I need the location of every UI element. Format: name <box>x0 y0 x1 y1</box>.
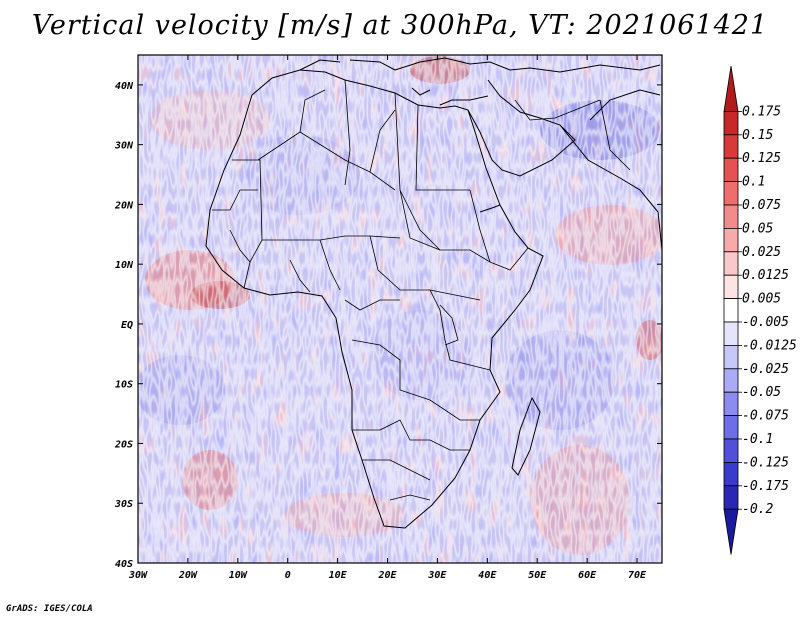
lon-tick-label: 70E <box>628 570 647 581</box>
colorbar-segment <box>723 134 739 159</box>
lon-tick-label: 50E <box>528 570 547 581</box>
colorbar-segment <box>723 438 739 463</box>
colorbar-label: -0.125 <box>742 455 789 470</box>
map-title: Vertical velocity [m/s] at 300hPa, VT: 2… <box>31 10 769 41</box>
lon-tick-group: 30W 20W 10W 0 10E 20E 30E 40E 50E 60E 70E <box>128 55 647 581</box>
colorbar-label: -0.025 <box>742 362 789 377</box>
lon-tick-label: 20E <box>377 570 397 581</box>
colorbar-segment <box>723 368 739 393</box>
colorbar-label: -0.0125 <box>742 338 797 353</box>
lat-tick-group: 40N 30N 20N 10N EQ 10S 20S 30S 40S <box>114 81 662 570</box>
lon-tick-label: 30W <box>128 570 148 581</box>
map-frame <box>137 54 663 564</box>
lon-tick-label: 10W <box>229 570 248 581</box>
colorbar-segment <box>723 157 739 182</box>
lat-tick-label: 10N <box>115 260 134 271</box>
colorbar-label: -0.175 <box>742 479 789 494</box>
colorbar-label: -0.1 <box>742 432 773 447</box>
colorbar-segment <box>723 181 739 206</box>
velocity-field <box>138 55 662 563</box>
colorbar-label: -0.005 <box>742 315 789 330</box>
lat-tick-label: 30N <box>114 141 134 152</box>
lat-tick-label: EQ <box>121 320 133 331</box>
country-borders <box>212 79 631 501</box>
colorbar-segment <box>723 344 739 370</box>
lon-tick-label: 0 <box>285 570 291 581</box>
colorbar-segment <box>723 298 739 323</box>
colorbar-label: 0.05 <box>742 221 773 236</box>
colorbar-segment <box>723 111 739 136</box>
colorbar-segment <box>723 461 739 487</box>
colorbar-segment <box>723 321 739 346</box>
colorbar-label: -0.075 <box>742 409 789 424</box>
colorbar-segment <box>723 391 739 417</box>
lat-tick-label: 20N <box>114 200 134 211</box>
colorbar-label: -0.2 <box>742 502 773 517</box>
colorbar-segment <box>723 65 739 112</box>
colorbar-label: 0.025 <box>742 245 781 260</box>
lat-tick-label: 30S <box>114 499 133 510</box>
colorbar-segment <box>723 251 739 276</box>
colorbar-segment <box>723 485 739 510</box>
colorbar-label: 0.1 <box>742 175 765 190</box>
colorbar-segment <box>723 508 739 555</box>
colorbar-label: 0.175 <box>742 104 781 119</box>
colorbar-label: 0.0125 <box>742 268 789 283</box>
lon-tick-label: 10E <box>329 570 348 581</box>
colorbar-label: 0.075 <box>742 198 781 213</box>
colorbar-segment <box>723 227 739 253</box>
lon-tick-label: 20W <box>178 570 198 581</box>
lat-tick-label: 40S <box>115 559 133 570</box>
colorbar-label: 0.125 <box>742 151 781 166</box>
lon-tick-label: 40E <box>478 570 497 581</box>
lat-tick-label: 20S <box>114 439 133 450</box>
colorbar: 0.175 0.15 0.125 0.1 0.075 0.05 0.025 0.0125 0.0… <box>723 65 797 555</box>
lat-tick-label: 40N <box>115 81 134 92</box>
colorbar-label: -0.05 <box>742 385 781 400</box>
lon-tick-label: 30E <box>427 570 447 581</box>
colorbar-label: 0.15 <box>742 128 773 143</box>
credit-text: GrADS: IGES/COLA <box>6 604 93 614</box>
colorbar-segment <box>723 274 739 300</box>
colorbar-label: 0.005 <box>742 292 781 307</box>
colorbar-segment <box>723 204 739 229</box>
colorbar-segment <box>723 415 739 440</box>
lat-tick-label: 10S <box>115 380 133 391</box>
lon-tick-label: 60E <box>578 570 597 581</box>
